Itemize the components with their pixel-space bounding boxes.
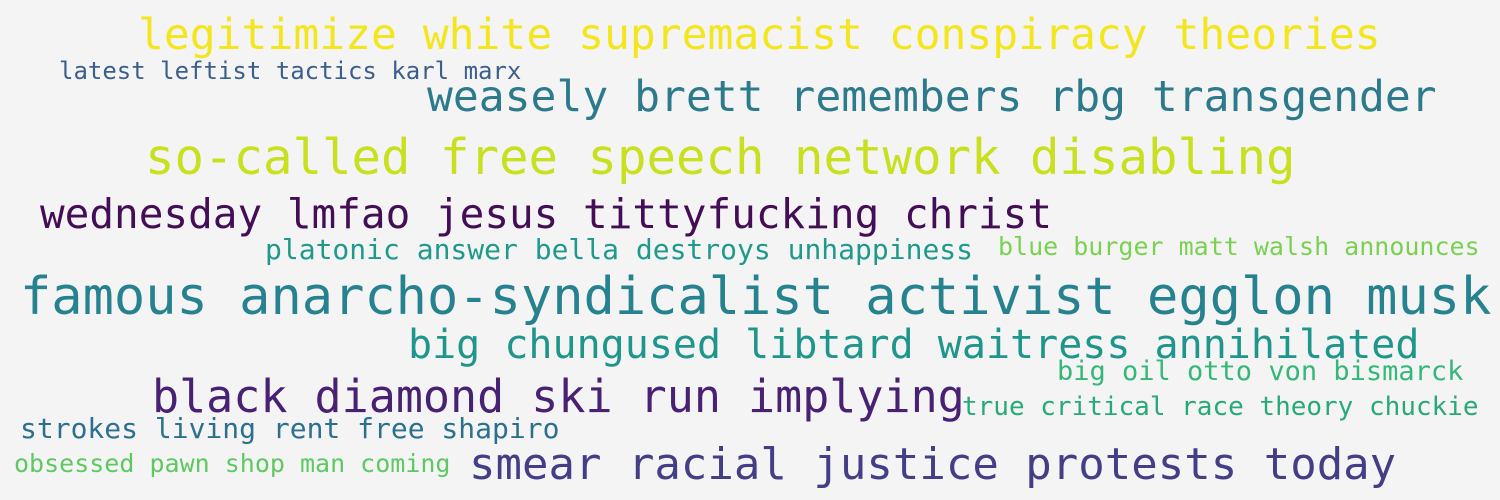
phrase-latest-leftist: latest leftist tactics karl marx: [59, 57, 522, 85]
phrase-legitimize: legitimize white supremacist conspiracy …: [138, 10, 1381, 60]
phrase-wednesday: wednesday lmfao jesus tittyfucking chris…: [40, 190, 1053, 238]
phrase-smear-racial: smear racial justice protests today: [469, 439, 1397, 490]
phrase-strokes-living: strokes living rent free shapiro: [20, 412, 560, 445]
phrase-black-diamond: black diamond ski run implying: [152, 370, 965, 423]
phrase-blue-burger: blue burger matt walsh announces: [998, 232, 1480, 261]
phrase-big-chungused: big chungused libtard waitress annihilat…: [408, 322, 1420, 368]
phrase-platonic-answer: platonic answer bella destroys unhappine…: [265, 233, 974, 266]
phrase-obsessed-pawn: obsessed pawn shop man coming: [14, 449, 451, 478]
phrase-true-critical-race: true critical race theory chuckie: [962, 392, 1479, 422]
phrase-famous-anarcho: famous anarcho-syndicalist activist eggl…: [20, 267, 1492, 327]
phrase-big-oil: big oil otto von bismarck: [1057, 356, 1464, 387]
phrase-weasely-brett: weasely brett remembers rbg transgender: [427, 72, 1437, 122]
phrase-so-called-free-speech: so-called free speech network disabling: [145, 129, 1296, 186]
